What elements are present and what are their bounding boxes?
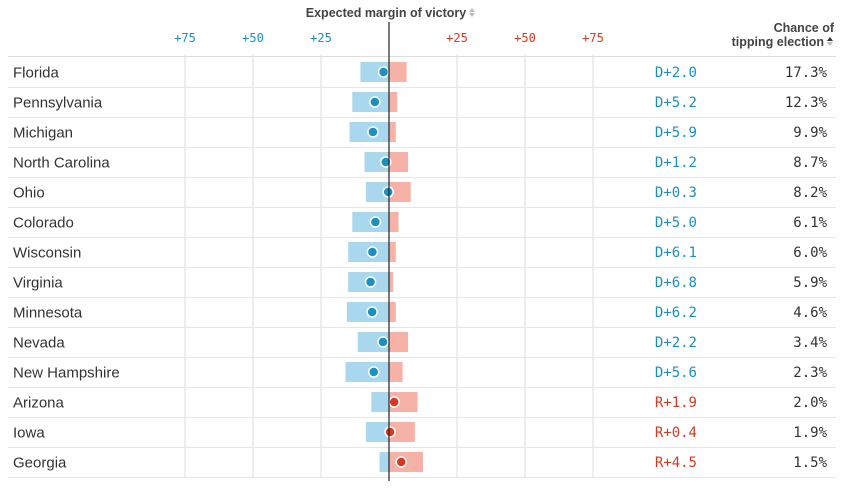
margin-label: D+0.3 <box>655 185 697 201</box>
margin-point <box>377 66 390 78</box>
margin-column-header[interactable]: Expected margin of victory <box>0 6 782 20</box>
rep-range-bar <box>389 422 415 442</box>
state-label: Wisconsin <box>13 245 81 262</box>
axis-tick-label: +50 <box>514 31 536 45</box>
chance-header-line2: tipping election <box>731 35 824 49</box>
margin-label: D+5.2 <box>655 95 697 111</box>
margin-point <box>384 426 396 438</box>
margin-label: D+2.2 <box>655 335 697 351</box>
state-label: Arizona <box>13 395 65 412</box>
margin-point <box>364 276 377 288</box>
state-label: Ohio <box>13 185 45 202</box>
margin-label: D+6.1 <box>655 245 697 261</box>
margin-point <box>379 156 392 168</box>
dem-range-bar <box>365 422 389 442</box>
axis-tick-label: +25 <box>446 31 468 45</box>
state-label: Iowa <box>13 425 45 442</box>
chance-value: 6.1% <box>793 215 827 231</box>
chance-value: 8.7% <box>793 155 827 171</box>
state-label: Virginia <box>13 275 63 292</box>
state-label: Florida <box>13 65 60 82</box>
state-label: Georgia <box>13 455 67 472</box>
chance-value: 17.3% <box>785 65 828 81</box>
margin-header-label: Expected margin of victory <box>305 6 467 20</box>
margin-point <box>377 336 389 348</box>
axis-tick-label: +75 <box>174 31 196 45</box>
margin-label: D+5.6 <box>655 365 697 381</box>
rep-range-bar <box>389 152 409 172</box>
margin-label: R+1.9 <box>655 395 697 411</box>
state-label: Minnesota <box>13 305 83 322</box>
margin-label: D+5.0 <box>655 215 697 231</box>
margin-point <box>366 246 379 258</box>
rep-range-bar <box>389 122 396 142</box>
rep-range-bar <box>389 62 407 82</box>
rep-range-bar <box>389 242 396 262</box>
chance-header-line1: Chance of <box>773 21 834 35</box>
state-label: Colorado <box>13 215 74 232</box>
chance-value: 6.0% <box>793 245 827 261</box>
chance-value: 2.0% <box>793 395 827 411</box>
state-label: Pennsylvania <box>13 95 103 112</box>
rep-range-bar <box>389 182 411 202</box>
margin-point <box>366 306 378 318</box>
axis-tick-label: +50 <box>242 31 264 45</box>
margin-label: R+4.5 <box>655 455 697 471</box>
rep-range-bar <box>389 362 403 382</box>
dem-range-bar <box>345 362 389 382</box>
chance-value: 1.9% <box>793 425 827 441</box>
margin-point <box>388 396 400 408</box>
dem-range-bar <box>371 392 389 412</box>
margin-label: D+6.2 <box>655 305 697 321</box>
chance-value: 2.3% <box>793 365 827 381</box>
chance-value: 5.9% <box>793 275 827 291</box>
margin-label: R+0.4 <box>655 425 697 441</box>
sort-arrows-icon[interactable] <box>827 37 834 47</box>
margin-point <box>368 366 380 378</box>
state-label: Michigan <box>13 125 73 142</box>
chance-column-header[interactable]: Chance of tipping election <box>732 21 834 49</box>
dem-range-bar <box>364 152 389 172</box>
sort-arrows-icon[interactable] <box>469 8 476 18</box>
rep-range-bar <box>389 212 399 232</box>
margin-point <box>395 456 407 468</box>
rep-range-bar <box>389 302 396 322</box>
margin-point <box>369 216 382 228</box>
axis-tick-label: +25 <box>310 31 332 45</box>
state-label: New Hampshire <box>13 365 120 382</box>
axis-tick-label: +75 <box>582 31 604 45</box>
state-label: Nevada <box>13 335 65 352</box>
margin-point <box>367 126 379 138</box>
chance-value: 1.5% <box>793 455 827 471</box>
margin-label: D+2.0 <box>655 65 697 81</box>
rep-range-bar <box>389 332 409 352</box>
chance-value: 9.9% <box>793 125 827 141</box>
chance-value: 3.4% <box>793 335 827 351</box>
state-label: North Carolina <box>13 155 110 172</box>
margin-label: D+5.9 <box>655 125 697 141</box>
margin-point <box>369 96 381 108</box>
rep-range-bar <box>389 272 394 292</box>
chance-value: 8.2% <box>793 185 827 201</box>
dem-range-bar <box>365 182 389 202</box>
margin-point <box>382 186 394 198</box>
chance-value: 4.6% <box>793 305 827 321</box>
chance-value: 12.3% <box>785 95 828 111</box>
dem-range-bar <box>379 452 389 472</box>
rep-range-bar <box>389 92 398 112</box>
margin-label: D+6.8 <box>655 275 697 291</box>
margin-label: D+1.2 <box>655 155 697 171</box>
